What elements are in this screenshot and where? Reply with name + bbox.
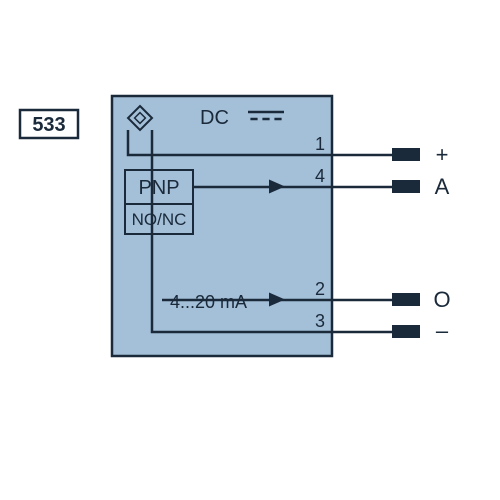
badge-text: 533: [32, 114, 65, 136]
terminal-a-label: A: [435, 174, 450, 199]
wire-o-number: 2: [315, 279, 325, 299]
terminal-minus-label: –: [436, 318, 449, 343]
analog-range-label: 4...20 mA: [170, 292, 247, 312]
terminal-minus: [392, 325, 420, 338]
wire-a-number: 4: [315, 166, 325, 186]
pnp-label: PNP: [138, 177, 179, 199]
wire-minus-number: 3: [315, 311, 325, 331]
terminal-o-label: O: [433, 287, 450, 312]
terminal-plus-label: +: [436, 142, 449, 167]
terminal-a: [392, 180, 420, 193]
nonc-label: NO/NC: [132, 210, 187, 229]
terminal-o: [392, 293, 420, 306]
wire-plus-number: 1: [315, 134, 325, 154]
terminal-plus: [392, 148, 420, 161]
dc-label: DC: [200, 107, 229, 129]
